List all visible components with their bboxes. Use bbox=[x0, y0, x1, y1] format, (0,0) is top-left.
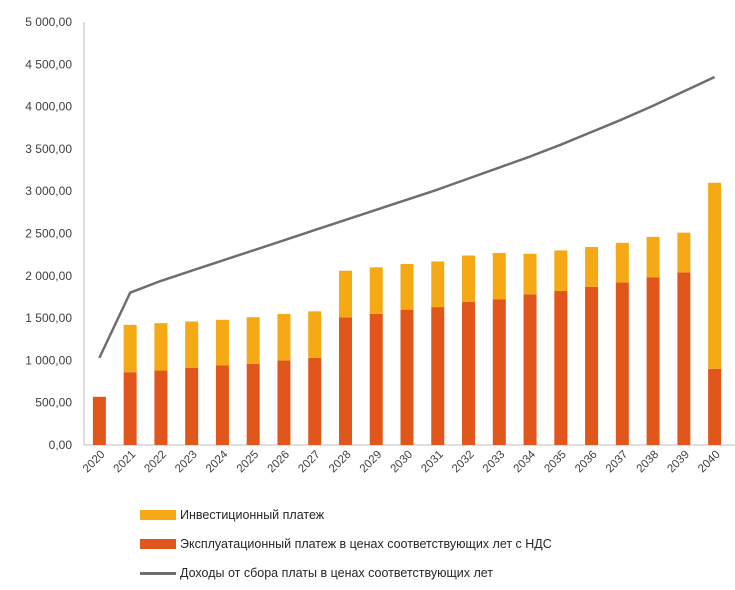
x-tick-label: 2024 bbox=[204, 448, 231, 475]
x-tick-label: 2027 bbox=[296, 449, 323, 476]
legend-item-revenue: Доходы от сбора платы в ценах соответств… bbox=[140, 561, 552, 585]
y-tick-labels: 0,00 500,00 1 000,00 1 500,00 2 000,00 2 500,… bbox=[25, 15, 72, 452]
bar-operational bbox=[92, 396, 106, 445]
x-tick-label: 2040 bbox=[696, 449, 723, 476]
x-tick-label: 2022 bbox=[142, 449, 169, 476]
bar-operational bbox=[677, 272, 691, 445]
bar-investment bbox=[492, 252, 506, 300]
line-series bbox=[98, 75, 716, 359]
y-tick-label: 2 500,00 bbox=[25, 227, 72, 241]
legend-label-operational: Эксплуатационный платеж в ценах соответс… bbox=[180, 537, 552, 551]
bar-investment bbox=[123, 324, 137, 373]
bar-investment bbox=[462, 255, 476, 303]
x-tick-label: 2020 bbox=[81, 449, 108, 476]
legend-swatch-operational bbox=[140, 539, 176, 549]
y-tick-label: 1 500,00 bbox=[25, 311, 72, 325]
x-tick-label: 2034 bbox=[512, 448, 539, 475]
x-tick-label: 2038 bbox=[635, 449, 662, 476]
bar-investment bbox=[338, 270, 352, 318]
bar-operational bbox=[646, 277, 660, 445]
x-tick-label: 2032 bbox=[450, 449, 477, 476]
bar-investment bbox=[431, 261, 445, 308]
x-tick-label: 2033 bbox=[481, 449, 508, 476]
legend-item-operational: Эксплуатационный платеж в ценах соответс… bbox=[140, 532, 552, 556]
bar-operational bbox=[462, 302, 476, 445]
y-tick-label: 4 500,00 bbox=[25, 57, 72, 71]
bar-operational bbox=[585, 286, 599, 445]
y-tick-label: 3 500,00 bbox=[25, 142, 72, 156]
x-tick-label: 2021 bbox=[112, 449, 139, 476]
legend-label-revenue: Доходы от сбора платы в ценах соответств… bbox=[180, 566, 494, 580]
bar-investment bbox=[215, 319, 229, 366]
bar-investment bbox=[400, 263, 414, 310]
bar-investment bbox=[246, 317, 260, 364]
bar-operational bbox=[338, 317, 352, 445]
bars bbox=[92, 182, 722, 445]
bar-investment bbox=[646, 236, 660, 278]
x-tick-label: 2026 bbox=[265, 449, 292, 476]
bar-investment bbox=[308, 311, 322, 358]
bar-operational bbox=[554, 291, 568, 445]
x-tick-label: 2036 bbox=[573, 449, 600, 476]
y-tick-label: 2 000,00 bbox=[25, 269, 72, 283]
bar-investment bbox=[615, 242, 629, 283]
x-tick-label: 2037 bbox=[604, 449, 631, 476]
bar-investment bbox=[277, 313, 291, 361]
x-tick-label: 2039 bbox=[665, 449, 692, 476]
bar-operational bbox=[523, 294, 537, 445]
bar-operational bbox=[708, 368, 722, 445]
x-tick-label: 2028 bbox=[327, 449, 354, 476]
bar-operational bbox=[277, 360, 291, 445]
y-tick-label: 4 000,00 bbox=[25, 100, 72, 114]
x-tick-labels: 2020 2021 2022 2023 2024 2025 2026 2027 2028 2029… bbox=[81, 448, 723, 475]
bar-operational bbox=[154, 370, 168, 445]
legend-item-investment: Инвестиционный платеж bbox=[140, 503, 552, 527]
bar-investment bbox=[585, 247, 599, 287]
bar-operational bbox=[492, 299, 506, 445]
x-tick-label: 2031 bbox=[419, 449, 446, 476]
bar-operational bbox=[400, 309, 414, 445]
bar-operational bbox=[215, 365, 229, 445]
bar-operational bbox=[123, 372, 137, 445]
bar-investment bbox=[708, 182, 722, 369]
x-tick-label: 2029 bbox=[358, 449, 385, 476]
legend-swatch-investment bbox=[140, 510, 176, 520]
bar-investment bbox=[185, 321, 199, 369]
y-tick-label: 1 000,00 bbox=[25, 353, 72, 367]
bar-operational bbox=[431, 307, 445, 445]
bar-operational bbox=[615, 282, 629, 445]
x-tick-label: 2035 bbox=[542, 449, 569, 476]
bar-operational bbox=[369, 313, 383, 445]
y-tick-label: 5 000,00 bbox=[25, 15, 72, 29]
bar-operational bbox=[308, 357, 322, 445]
bar-investment bbox=[677, 232, 691, 273]
revenue-line bbox=[98, 75, 716, 359]
legend-swatch-revenue bbox=[140, 571, 176, 575]
bar-investment bbox=[154, 323, 168, 371]
x-tick-label: 2030 bbox=[389, 449, 416, 476]
y-tick-label: 0,00 bbox=[49, 438, 73, 452]
x-tick-label: 2025 bbox=[235, 449, 262, 476]
y-tick-label: 3 000,00 bbox=[25, 184, 72, 198]
bar-operational bbox=[246, 363, 260, 445]
chart: 0,00 500,00 1 000,00 1 500,00 2 000,00 2 500,… bbox=[25, 15, 735, 475]
bar-investment bbox=[523, 253, 537, 295]
legend-label-investment: Инвестиционный платеж bbox=[180, 508, 325, 522]
legend: Инвестиционный платеж Эксплуатационный п… bbox=[140, 503, 552, 590]
bar-operational bbox=[185, 368, 199, 445]
x-tick-label: 2023 bbox=[173, 449, 200, 476]
y-tick-label: 500,00 bbox=[35, 396, 72, 410]
bar-investment bbox=[554, 250, 568, 292]
bar-investment bbox=[369, 267, 383, 314]
